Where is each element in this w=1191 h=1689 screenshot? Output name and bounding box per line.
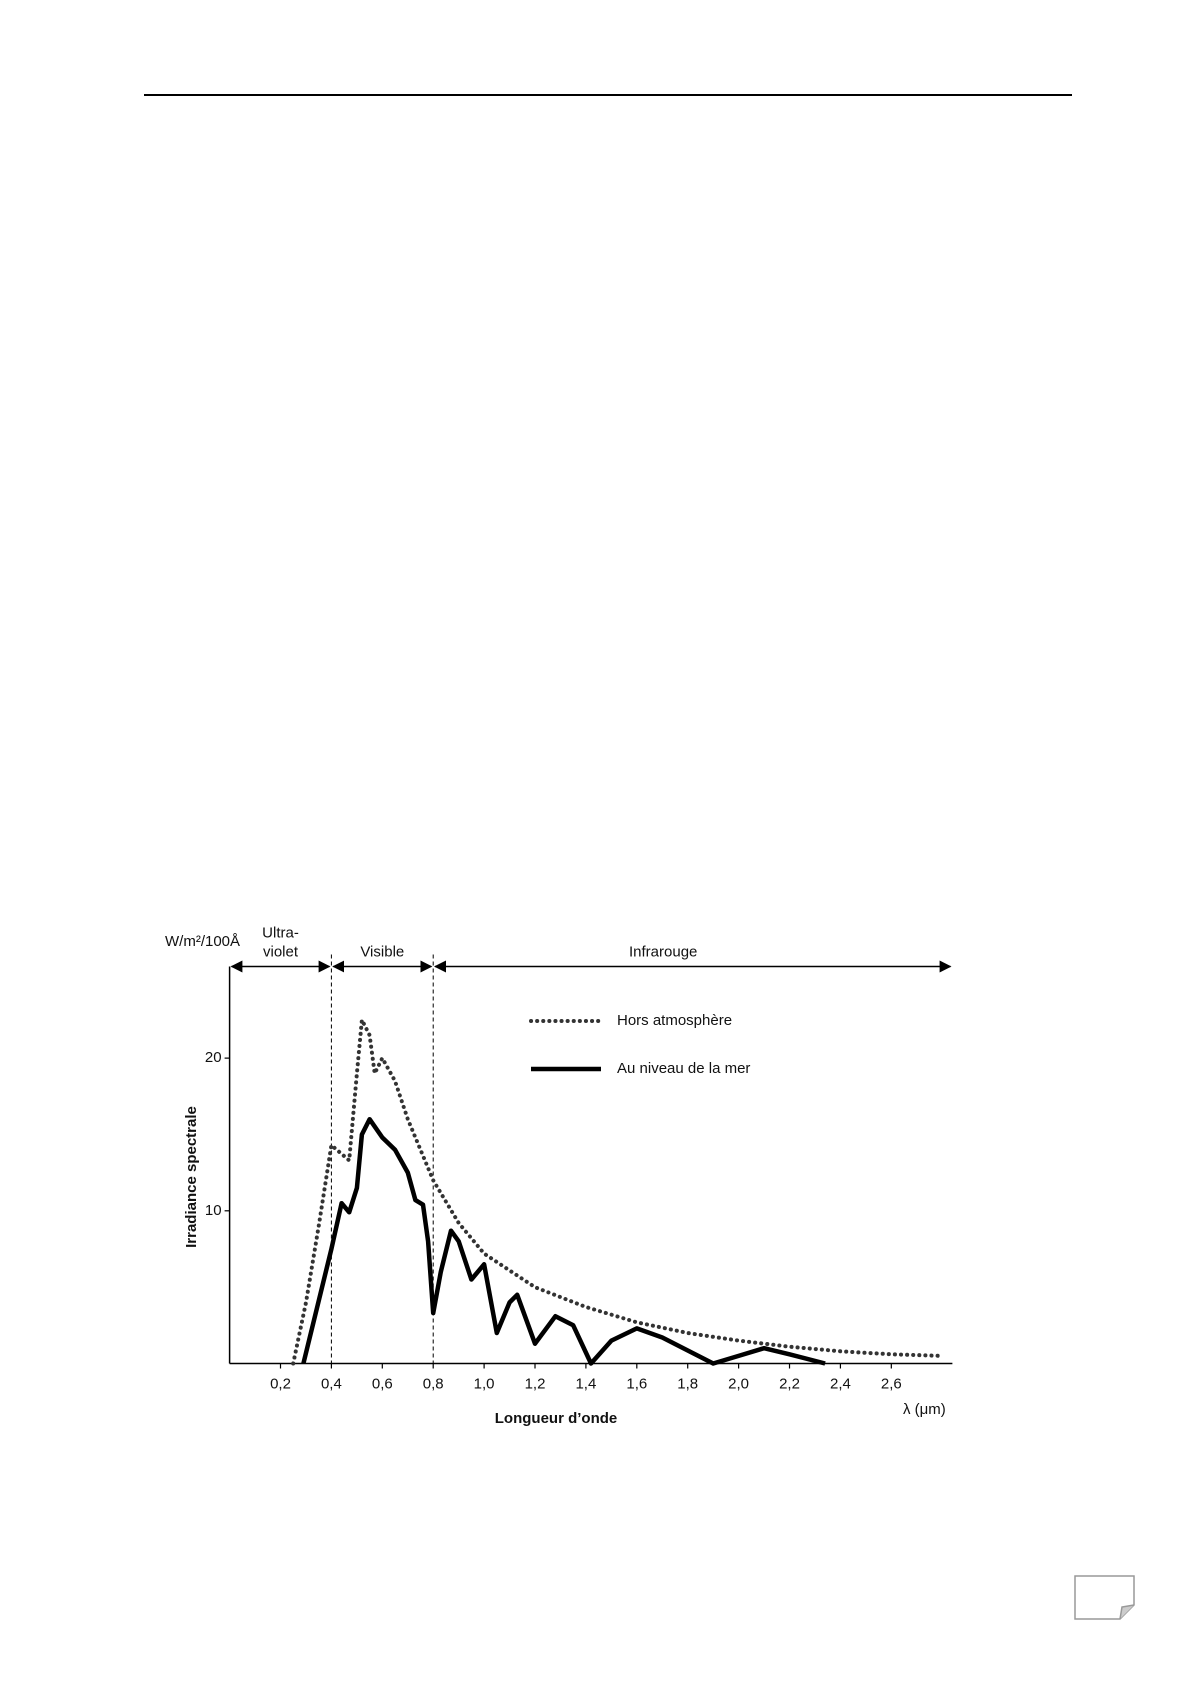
y-tick-label: 10 <box>205 1202 222 1219</box>
x-tick-label: 0,4 <box>321 1375 342 1392</box>
x-tick-label: 0,8 <box>423 1375 444 1392</box>
series-line <box>291 1012 945 1366</box>
page-corner-fold <box>1119 1604 1135 1620</box>
x-tick-label: 2,0 <box>728 1375 749 1392</box>
x-axis-label: Longueur d’onde <box>495 1410 617 1427</box>
y-axis-label: Irradiance spectrale <box>183 1106 200 1248</box>
x-tick-label: 0,6 <box>372 1375 393 1392</box>
x-tick-label: 2,6 <box>881 1375 902 1392</box>
region-label: Infrarouge <box>629 943 697 960</box>
series-line <box>301 1116 826 1366</box>
x-tick-label: 2,4 <box>830 1375 851 1392</box>
x-tick-label: 1,0 <box>474 1375 495 1392</box>
region-label: Ultra- <box>262 924 299 941</box>
legend-label: Au niveau de la mer <box>617 1060 750 1077</box>
x-tick-label: 2,2 <box>779 1375 800 1392</box>
region-label: Visible <box>360 943 404 960</box>
region-label: violet <box>263 943 299 960</box>
y-unit-label: W/m²/100Å <box>165 933 240 950</box>
legend-label: Hors atmosphère <box>617 1012 732 1029</box>
y-tick-label: 20 <box>205 1049 222 1066</box>
x-tick-label: 1,8 <box>677 1375 698 1392</box>
x-tick-label: 0,2 <box>270 1375 291 1392</box>
x-tick-label: 1,6 <box>626 1375 647 1392</box>
x-unit-label: λ (μm) <box>903 1401 946 1418</box>
x-tick-label: 1,2 <box>525 1375 546 1392</box>
x-tick-label: 1,4 <box>575 1375 596 1392</box>
